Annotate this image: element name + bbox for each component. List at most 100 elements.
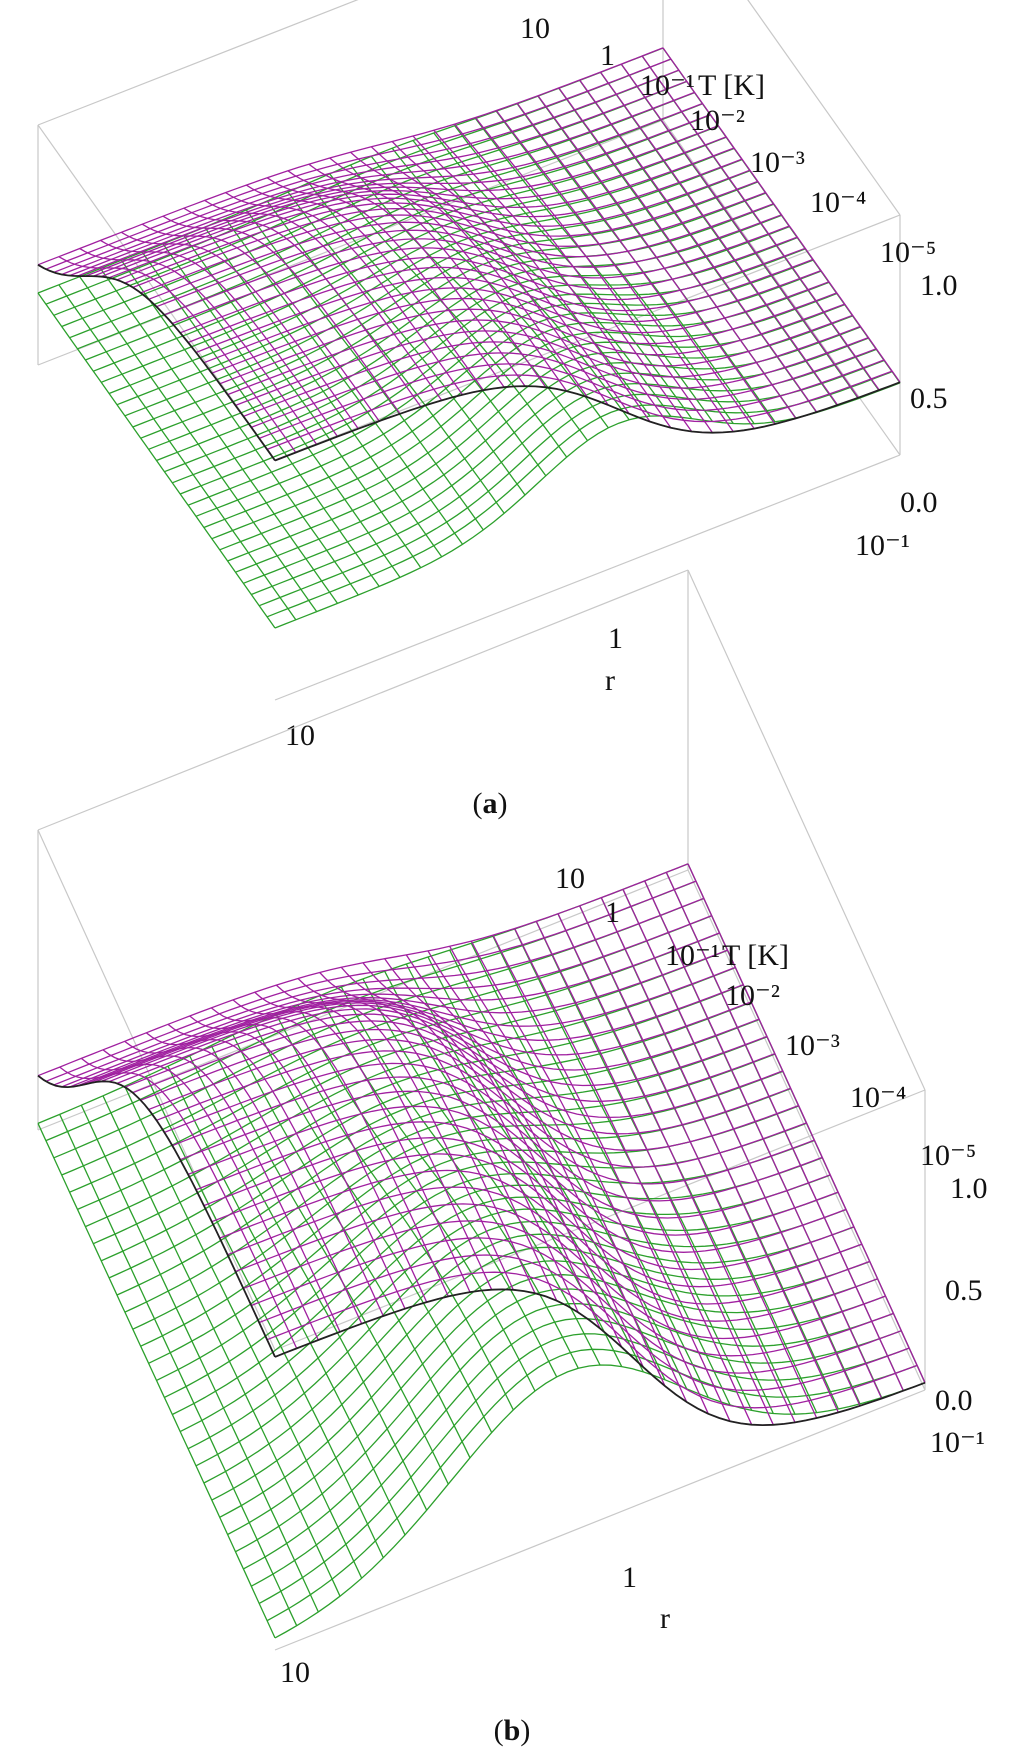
- surface-line-v: [210, 1007, 449, 1297]
- surface-line-u: [53, 897, 705, 1159]
- surface-edge: [274, 381, 901, 462]
- panel-b-z-tick-1: 0.5: [945, 1274, 983, 1307]
- panel-b-purple-surface: [37, 863, 926, 1427]
- surface-line-v: [225, 192, 464, 396]
- surface-line-v: [254, 991, 493, 1290]
- surface-line-v: [37, 1075, 276, 1358]
- surface-line-v: [514, 928, 753, 1425]
- surface-line-v: [183, 207, 422, 408]
- panel-a: 10 1 10⁻¹ 10⁻² 10⁻³ 10⁻⁴ 10⁻⁵ T [K] 1.0 …: [37, 0, 958, 820]
- panel-a-r-tick-1: 1: [608, 622, 623, 655]
- surface-line-v: [189, 1055, 428, 1511]
- surface-line-u: [211, 292, 838, 374]
- surface-line-v: [210, 1045, 449, 1485]
- surface-line-v: [537, 95, 776, 425]
- surface-line-v: [495, 110, 734, 432]
- surface-line-v: [599, 71, 839, 406]
- surface-line-v: [287, 170, 526, 387]
- surface-line-u: [219, 1169, 870, 1305]
- panel-a-box: [37, 0, 901, 701]
- surface-line-v: [266, 200, 505, 514]
- panel-b-t-tick-2: 10⁻¹: [665, 939, 720, 972]
- surface-line-v: [287, 191, 526, 496]
- surface-line-v: [449, 949, 688, 1390]
- surface-line-v: [350, 151, 589, 398]
- surface-line-v: [579, 905, 818, 1419]
- panel-a-z-tick-2: 0.0: [900, 486, 938, 519]
- box-edge: [662, 119, 901, 456]
- surface-line-v: [145, 1076, 384, 1558]
- surface-line-v: [470, 940, 709, 1415]
- panel-b-t-tick-3: 10⁻²: [725, 979, 780, 1012]
- surface-line-v: [58, 284, 297, 621]
- surface-line-v: [319, 972, 558, 1301]
- surface-line-v: [99, 268, 339, 604]
- panel-a-caption-letter: a: [483, 787, 498, 820]
- box-edge: [687, 569, 926, 1091]
- surface-line-v: [232, 1034, 471, 1459]
- surface-line-u: [266, 370, 893, 451]
- surface-line-v: [687, 863, 926, 1383]
- panel-a-t-tick-5: 10⁻⁴: [810, 186, 866, 219]
- surface-line-u: [258, 359, 885, 440]
- panel-b-t-tick-4: 10⁻³: [785, 1029, 840, 1062]
- surface-line-u: [243, 1303, 894, 1570]
- surface-edge: [37, 1074, 276, 1358]
- panel-b-r-tick-1: 1: [622, 1561, 637, 1594]
- panel-b-r-label: r: [660, 1602, 670, 1635]
- surface-line-v: [412, 140, 651, 417]
- surface-line-v: [124, 1085, 363, 1579]
- surface-line-v: [662, 47, 901, 383]
- surface-line-v: [167, 1065, 406, 1536]
- panel-a-r-tick-2: 10⁻¹: [855, 529, 910, 562]
- surface-line-u: [227, 314, 853, 396]
- surface-line-v: [120, 231, 359, 430]
- surface-line-u: [116, 1036, 768, 1296]
- surface-line-v: [204, 226, 443, 558]
- surface-line-v: [516, 102, 755, 429]
- surface-line-v: [145, 1032, 384, 1317]
- surface-line-v: [80, 1057, 319, 1341]
- panel-b-caption-letter: b: [504, 1714, 521, 1747]
- panel-a-r-label: r: [605, 664, 615, 697]
- surface-line-u: [266, 1348, 918, 1622]
- panel-b-green-surface: [37, 863, 926, 1639]
- surface-line-v: [340, 986, 579, 1369]
- surface-line-u: [227, 315, 853, 562]
- surface-line-v: [454, 123, 693, 432]
- panel-a-t-tick-3: 10⁻²: [690, 104, 745, 137]
- surface-line-v: [600, 897, 839, 1413]
- surface-line-v: [644, 880, 883, 1399]
- surface-line-u: [274, 382, 901, 629]
- panel-a-t-tick-6: 10⁻⁵: [880, 236, 936, 269]
- panel-a-t-tick-1: 1: [600, 39, 615, 72]
- surface-line-v: [362, 978, 601, 1366]
- panel-b-t-tick-5: 10⁻⁴: [850, 1081, 906, 1114]
- surface-line-v: [340, 966, 579, 1313]
- surface-line-u: [258, 1333, 910, 1604]
- surface-line-u: [211, 292, 838, 540]
- panel-b-t-tick-0: 10: [555, 862, 585, 895]
- panel-a-t-tick-2: 10⁻¹: [640, 69, 695, 102]
- surface-line-v: [535, 921, 774, 1426]
- surface-line-v: [183, 235, 422, 569]
- surface-line-v: [492, 934, 731, 1422]
- surface-line-v: [665, 872, 904, 1391]
- surface-line-v: [102, 1049, 341, 1333]
- panel-b-z-tick-0: 1.0: [950, 1172, 988, 1205]
- surface-line-v: [412, 135, 651, 422]
- surface-line-v: [59, 1066, 298, 1349]
- box-edge: [37, 0, 359, 126]
- surface-line-v: [167, 1023, 406, 1309]
- surface-line-u: [250, 1317, 902, 1587]
- panel-a-r-tick-0: 10: [285, 719, 315, 752]
- surface-line-u: [124, 1053, 776, 1313]
- box-edge: [274, 454, 901, 701]
- box-edge: [274, 1389, 926, 1651]
- surface-line-u: [227, 1186, 878, 1322]
- surface-line-v: [329, 157, 568, 392]
- panel-b-r-tick-0: 10: [280, 1656, 310, 1689]
- surface-line-v: [80, 1104, 319, 1613]
- panel-b-t-tick-1: 1: [605, 896, 620, 929]
- surface-edge: [274, 1288, 926, 1427]
